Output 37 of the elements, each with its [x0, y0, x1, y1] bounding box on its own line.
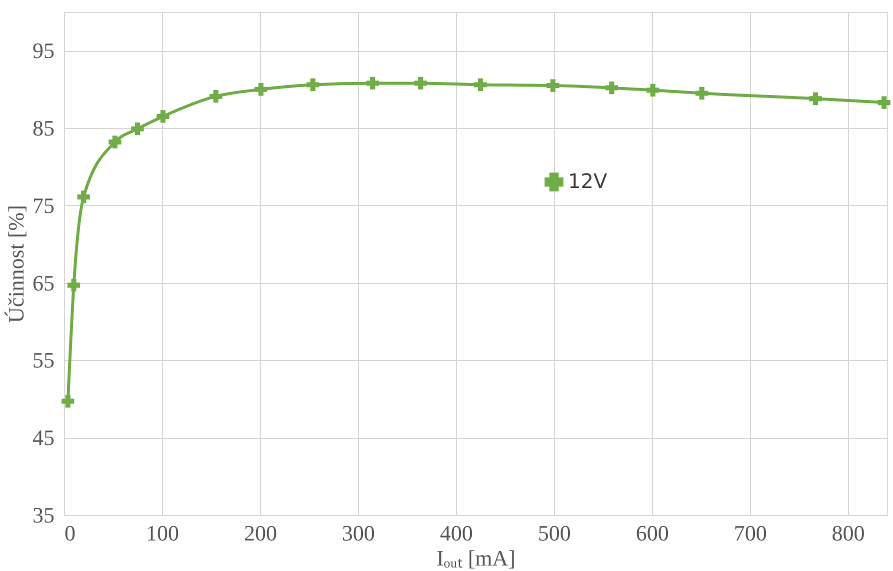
point	[156, 110, 170, 123]
x-tick-label: 800	[832, 520, 865, 546]
x-tick-label: 400	[440, 520, 473, 546]
legend-label: 12V	[568, 169, 608, 193]
point	[67, 278, 80, 292]
x-tick-label: 300	[342, 520, 375, 546]
y-tick-label: 95	[32, 38, 54, 64]
point	[696, 86, 708, 100]
point	[366, 76, 379, 90]
x-axis-title: Iₒᵤₜ [mA]	[436, 546, 516, 570]
point	[77, 190, 90, 204]
y-tick-label: 55	[32, 348, 54, 373]
y-axis-title: Účinnost [%]	[4, 205, 28, 323]
y-tick-label: 35	[32, 502, 54, 528]
y-tick-label: 65	[32, 270, 54, 296]
point	[546, 79, 560, 92]
point	[108, 136, 122, 148]
y-tick-label: 85	[32, 116, 54, 141]
point	[254, 83, 268, 96]
y-tick-label: 45	[32, 425, 54, 450]
point	[646, 84, 660, 96]
x-tick-label: 600	[636, 520, 669, 546]
x-tick-label: 200	[244, 520, 277, 546]
point	[414, 76, 427, 90]
point	[210, 90, 222, 103]
point	[809, 92, 822, 105]
point	[131, 122, 144, 136]
point	[474, 78, 487, 92]
point	[306, 78, 320, 92]
x-tick-label: 0	[64, 520, 76, 546]
y-tick-label: 75	[32, 192, 54, 218]
point	[605, 82, 618, 94]
x-tick-label: 500	[538, 520, 571, 546]
x-tick-label: 100	[146, 520, 179, 546]
point	[878, 96, 890, 109]
point	[62, 394, 74, 408]
x-tick-label: 700	[734, 520, 767, 546]
